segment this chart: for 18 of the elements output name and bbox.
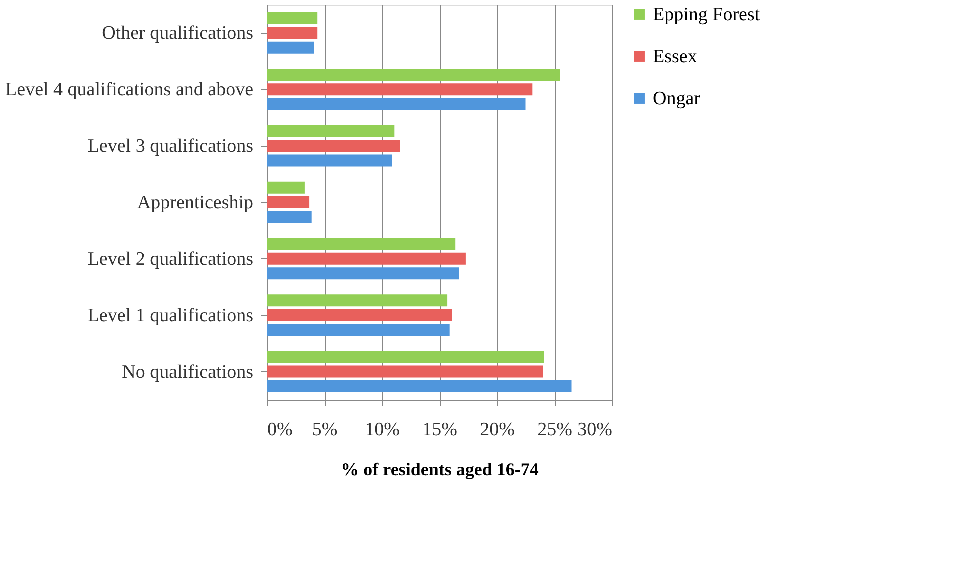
x-tick-label: 25% — [538, 420, 573, 440]
x-tick-label: 5% — [312, 420, 338, 440]
x-tick-label: 30% — [578, 420, 613, 440]
x-tick-label: 15% — [422, 420, 458, 440]
legend-label: Ongar — [653, 88, 702, 110]
y-tick-label: Level 2 qualifications — [88, 248, 254, 270]
x-axis-title: % of residents aged 16-74 — [341, 460, 539, 480]
legend-label: Epping Forest — [653, 4, 761, 26]
y-tick-label: No qualifications — [122, 362, 254, 383]
y-tick-label: Apprenticeship — [137, 192, 254, 214]
y-tick-label: Other qualifications — [102, 23, 254, 44]
x-tick-label: 20% — [480, 420, 516, 440]
y-tick-label: Level 3 qualifications — [88, 136, 254, 158]
y-tick-label: Level 4 qualifications and above — [6, 80, 254, 101]
y-tick-label: Level 1 qualifications — [88, 305, 254, 326]
x-tick-label: 0% — [268, 420, 293, 440]
x-tick-label: 10% — [365, 420, 400, 440]
legend-label: Essex — [653, 46, 698, 68]
